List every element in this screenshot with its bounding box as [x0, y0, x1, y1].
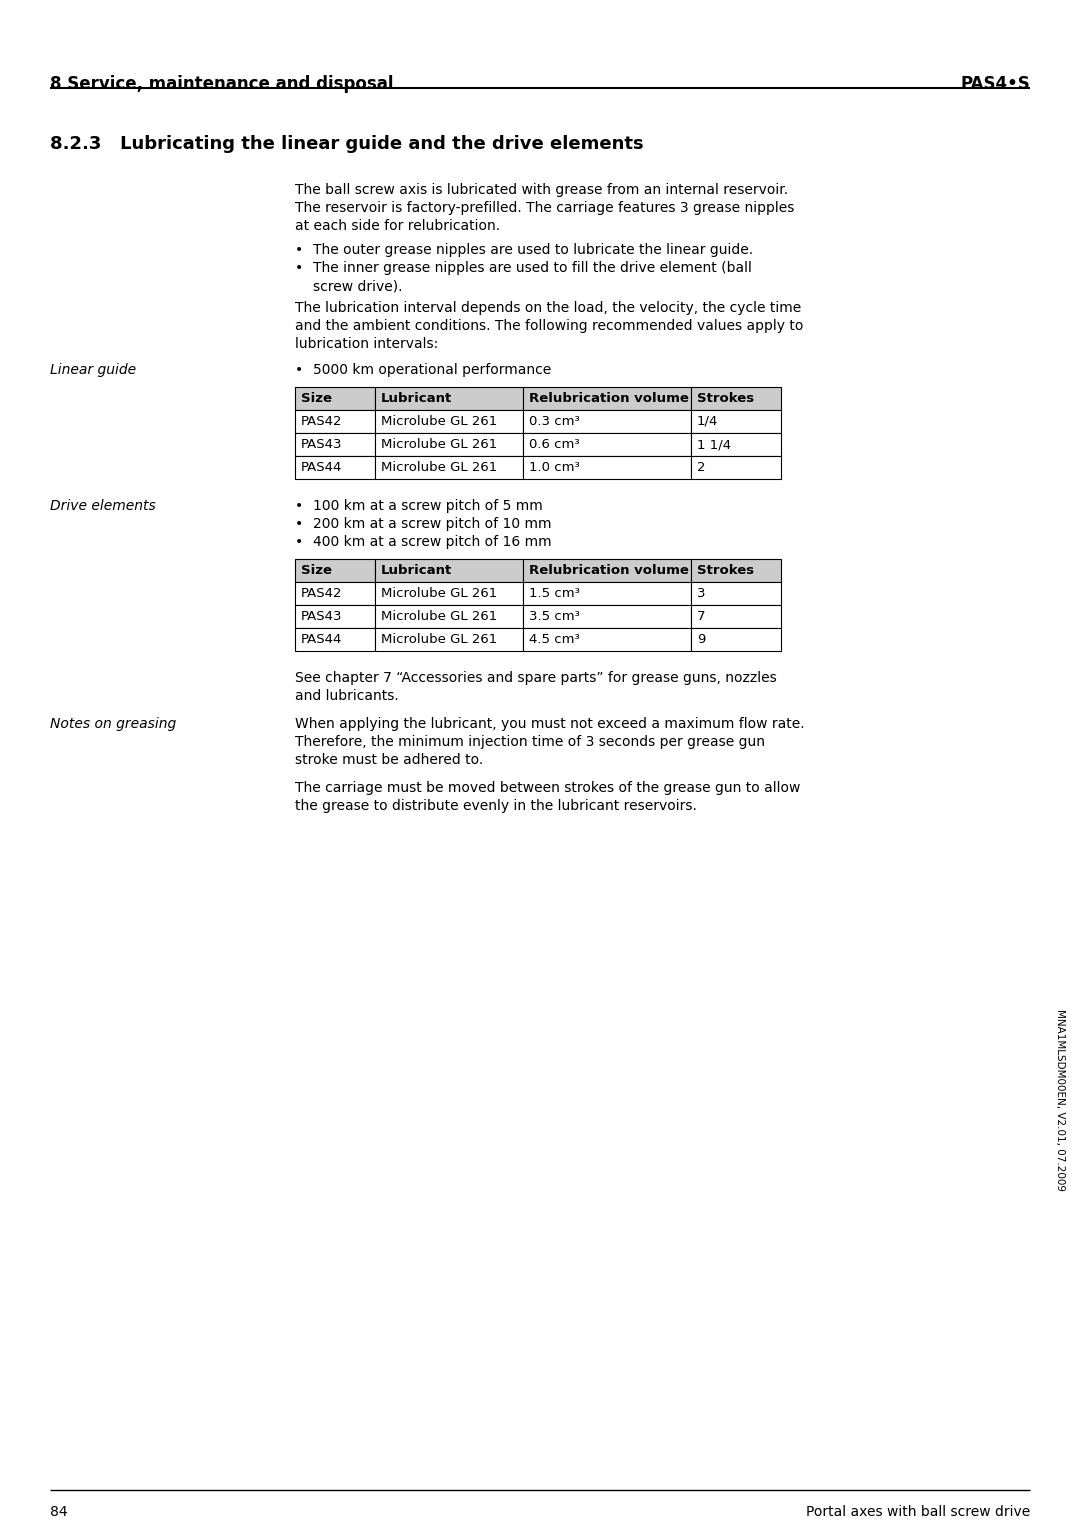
Bar [375, 387, 523, 410]
Text: PAS42: PAS42 [301, 416, 342, 428]
Text: 1.5 cm³: 1.5 cm³ [529, 587, 580, 601]
Text: 3.5 cm³: 3.5 cm³ [529, 610, 580, 623]
Bar [691, 559, 781, 582]
Bar [523, 582, 691, 605]
Text: at each side for relubrication.: at each side for relubrication. [295, 219, 500, 232]
Text: Size: Size [301, 393, 332, 405]
Text: Portal axes with ball screw drive: Portal axes with ball screw drive [806, 1505, 1030, 1519]
Text: See chapter 7 “Accessories and spare parts” for grease guns, nozzles: See chapter 7 “Accessories and spare par… [295, 671, 777, 685]
Text: PAS44: PAS44 [301, 461, 342, 474]
Bar [523, 432, 691, 455]
Text: 400 km at a screw pitch of 16 mm: 400 km at a screw pitch of 16 mm [313, 535, 552, 549]
Bar [295, 387, 375, 410]
Bar [375, 432, 523, 455]
Text: Microlube GL 261: Microlube GL 261 [381, 416, 497, 428]
Bar [523, 559, 691, 582]
Text: •: • [295, 364, 303, 377]
Bar [295, 582, 375, 605]
Bar [375, 628, 523, 651]
Text: The ball screw axis is lubricated with grease from an internal reservoir.: The ball screw axis is lubricated with g… [295, 183, 788, 197]
Text: Lubricant: Lubricant [381, 393, 453, 405]
Text: PAS43: PAS43 [301, 439, 342, 451]
Text: Relubrication volume: Relubrication volume [529, 564, 689, 578]
Text: The reservoir is factory-prefilled. The carriage features 3 grease nipples: The reservoir is factory-prefilled. The … [295, 202, 795, 215]
Text: 1 1/4: 1 1/4 [697, 439, 731, 451]
Text: Microlube GL 261: Microlube GL 261 [381, 610, 497, 623]
Text: 84: 84 [50, 1505, 68, 1519]
Text: The inner grease nipples are used to fill the drive element (ball: The inner grease nipples are used to fil… [313, 261, 752, 275]
Text: 3: 3 [697, 587, 705, 601]
Text: Lubricant: Lubricant [381, 564, 453, 578]
Bar [691, 410, 781, 432]
Text: MNA1MLSDM00EN, V2.01, 07.2009: MNA1MLSDM00EN, V2.01, 07.2009 [1055, 1008, 1065, 1190]
Text: The lubrication interval depends on the load, the velocity, the cycle time: The lubrication interval depends on the … [295, 301, 801, 315]
Text: Microlube GL 261: Microlube GL 261 [381, 633, 497, 646]
Text: 5000 km operational performance: 5000 km operational performance [313, 364, 551, 377]
Bar [375, 582, 523, 605]
Bar [295, 559, 375, 582]
Text: The outer grease nipples are used to lubricate the linear guide.: The outer grease nipples are used to lub… [313, 243, 753, 257]
Bar [691, 582, 781, 605]
Text: 1.0 cm³: 1.0 cm³ [529, 461, 580, 474]
Text: Strokes: Strokes [697, 393, 754, 405]
Bar [295, 432, 375, 455]
Text: 100 km at a screw pitch of 5 mm: 100 km at a screw pitch of 5 mm [313, 500, 543, 513]
Text: Drive elements: Drive elements [50, 500, 156, 513]
Text: 0.6 cm³: 0.6 cm³ [529, 439, 580, 451]
Text: Linear guide: Linear guide [50, 364, 136, 377]
Bar [523, 605, 691, 628]
Text: The carriage must be moved between strokes of the grease gun to allow: The carriage must be moved between strok… [295, 781, 800, 795]
Bar [295, 628, 375, 651]
Bar [523, 410, 691, 432]
Text: 8.2.3   Lubricating the linear guide and the drive elements: 8.2.3 Lubricating the linear guide and t… [50, 134, 644, 153]
Text: 0.3 cm³: 0.3 cm³ [529, 416, 580, 428]
Bar [295, 410, 375, 432]
Text: •: • [295, 261, 303, 275]
Bar [523, 628, 691, 651]
Text: When applying the lubricant, you must not exceed a maximum flow rate.: When applying the lubricant, you must no… [295, 717, 805, 730]
Text: Microlube GL 261: Microlube GL 261 [381, 461, 497, 474]
Text: and the ambient conditions. The following recommended values apply to: and the ambient conditions. The followin… [295, 319, 804, 333]
Text: the grease to distribute evenly in the lubricant reservoirs.: the grease to distribute evenly in the l… [295, 799, 697, 813]
Bar [295, 605, 375, 628]
Bar [295, 455, 375, 478]
Bar [691, 432, 781, 455]
Text: 9: 9 [697, 633, 705, 646]
Bar [375, 559, 523, 582]
Bar [375, 455, 523, 478]
Text: •: • [295, 535, 303, 549]
Text: 2: 2 [697, 461, 705, 474]
Text: •: • [295, 516, 303, 532]
Bar [523, 455, 691, 478]
Text: Therefore, the minimum injection time of 3 seconds per grease gun: Therefore, the minimum injection time of… [295, 735, 765, 749]
Bar [691, 628, 781, 651]
Text: PAS4•S: PAS4•S [960, 75, 1030, 93]
Text: PAS42: PAS42 [301, 587, 342, 601]
Bar [523, 387, 691, 410]
Text: •: • [295, 500, 303, 513]
Text: Microlube GL 261: Microlube GL 261 [381, 439, 497, 451]
Text: 1/4: 1/4 [697, 416, 718, 428]
Text: Relubrication volume: Relubrication volume [529, 393, 689, 405]
Text: Notes on greasing: Notes on greasing [50, 717, 176, 730]
Bar [691, 455, 781, 478]
Text: 4.5 cm³: 4.5 cm³ [529, 633, 580, 646]
Text: 200 km at a screw pitch of 10 mm: 200 km at a screw pitch of 10 mm [313, 516, 552, 532]
Bar [691, 387, 781, 410]
Bar [375, 605, 523, 628]
Bar [375, 410, 523, 432]
Text: Strokes: Strokes [697, 564, 754, 578]
Text: 7: 7 [697, 610, 705, 623]
Text: and lubricants.: and lubricants. [295, 689, 399, 703]
Text: Size: Size [301, 564, 332, 578]
Text: screw drive).: screw drive). [313, 280, 403, 293]
Text: lubrication intervals:: lubrication intervals: [295, 338, 438, 351]
Text: PAS43: PAS43 [301, 610, 342, 623]
Text: Microlube GL 261: Microlube GL 261 [381, 587, 497, 601]
Text: •: • [295, 243, 303, 257]
Bar [691, 605, 781, 628]
Text: 8 Service, maintenance and disposal: 8 Service, maintenance and disposal [50, 75, 393, 93]
Text: PAS44: PAS44 [301, 633, 342, 646]
Text: stroke must be adhered to.: stroke must be adhered to. [295, 753, 483, 767]
